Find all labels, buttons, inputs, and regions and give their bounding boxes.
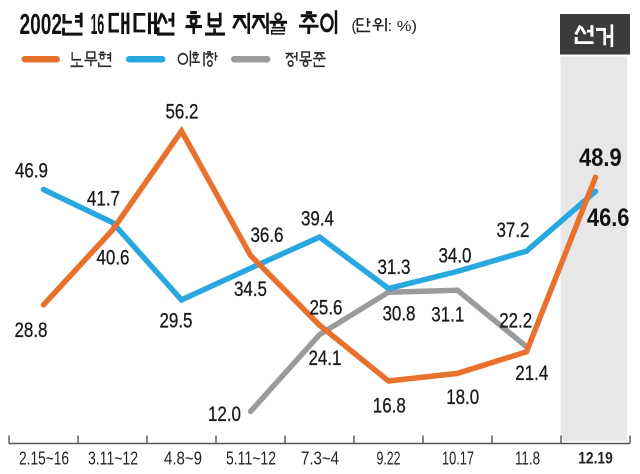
svg-text:28.8: 28.8 (15, 318, 48, 342)
svg-text:46.6: 46.6 (587, 204, 630, 232)
svg-text:39.4: 39.4 (301, 207, 334, 231)
svg-text:25.6: 25.6 (310, 295, 343, 319)
svg-text:7.3~4: 7.3~4 (301, 449, 339, 469)
svg-text:2002: 2002 (20, 9, 63, 41)
svg-text:41.7: 41.7 (87, 186, 120, 210)
svg-text:29.5: 29.5 (160, 309, 193, 333)
svg-text:22.2: 22.2 (499, 309, 532, 333)
svg-text:12.0: 12.0 (208, 402, 241, 426)
svg-text:18.0: 18.0 (446, 385, 479, 409)
svg-text:9.22: 9.22 (377, 449, 401, 469)
svg-text:11.8: 11.8 (515, 449, 540, 469)
svg-text:(: ( (352, 19, 357, 35)
svg-text:37.2: 37.2 (497, 218, 530, 242)
svg-text:16: 16 (91, 9, 105, 41)
svg-text:3.11~12: 3.11~12 (88, 449, 138, 469)
svg-text:56.2: 56.2 (166, 100, 199, 124)
svg-text:36.6: 36.6 (251, 223, 284, 247)
svg-text:31.3: 31.3 (378, 255, 411, 279)
svg-text:21.4: 21.4 (515, 361, 548, 385)
svg-text:12.19: 12.19 (578, 449, 613, 468)
svg-text:2.15~16: 2.15~16 (19, 449, 69, 469)
svg-text:34.5: 34.5 (234, 277, 267, 301)
svg-text:40.6: 40.6 (97, 246, 130, 270)
svg-text:31.1: 31.1 (431, 302, 464, 326)
svg-text:: %): : %) (388, 19, 418, 35)
svg-text:48.9: 48.9 (579, 144, 622, 172)
svg-text:46.9: 46.9 (15, 159, 48, 183)
svg-text:10.17: 10.17 (442, 449, 474, 469)
svg-text:34.0: 34.0 (439, 244, 472, 268)
svg-text:24.1: 24.1 (309, 346, 342, 370)
svg-text:5.11~12: 5.11~12 (226, 449, 276, 469)
svg-text:4.8~9: 4.8~9 (164, 449, 202, 469)
svg-text:30.8: 30.8 (383, 302, 416, 326)
svg-text:16.8: 16.8 (373, 394, 406, 418)
